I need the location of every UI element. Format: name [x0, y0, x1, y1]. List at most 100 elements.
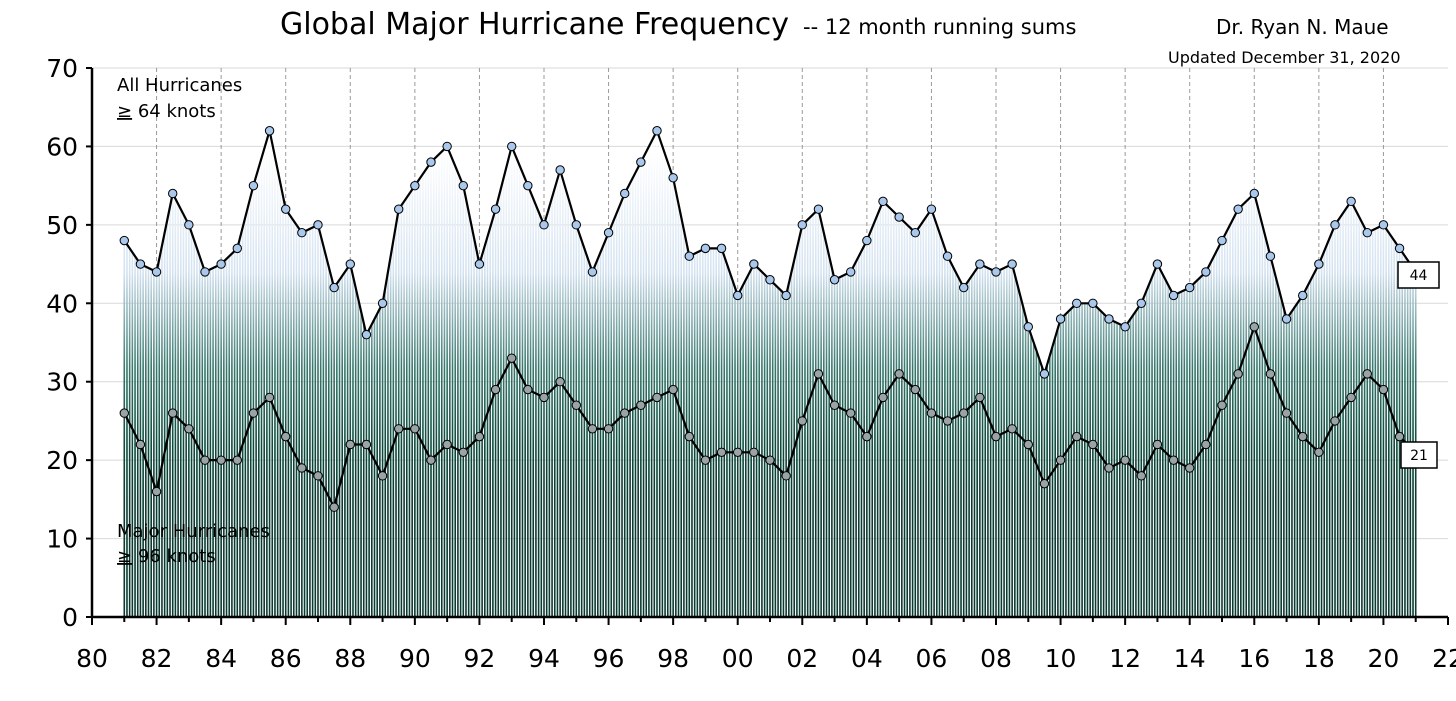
data-point-0	[829, 275, 840, 285]
data-point-0	[991, 267, 1001, 277]
chart-subtitle: -- 12 month running sums	[803, 15, 1076, 39]
x-tick-label: 12	[1109, 644, 1141, 673]
data-point-0	[1185, 282, 1195, 293]
data-point-0	[1120, 322, 1130, 332]
data-point-0	[1233, 204, 1243, 214]
data-point-0	[1136, 298, 1146, 308]
data-point-1	[297, 463, 307, 473]
data-point-1	[829, 400, 840, 410]
data-point-0	[474, 259, 485, 269]
data-point-1	[878, 392, 888, 403]
end-value-box-major: 21	[1400, 441, 1438, 469]
data-point-0	[264, 126, 275, 136]
data-point-0	[910, 228, 920, 238]
series-name-major-hurricanes: Major Hurricanes	[117, 521, 270, 542]
data-point-0	[119, 235, 129, 246]
data-point-1	[329, 502, 339, 512]
data-point-1	[862, 431, 872, 442]
data-point-0	[1168, 290, 1179, 301]
data-point-1	[1298, 431, 1308, 442]
threshold-value-major: 96 knots	[132, 546, 216, 567]
data-point-1	[248, 408, 259, 418]
data-point-1	[765, 455, 775, 465]
x-tick-label: 18	[1303, 644, 1335, 673]
data-point-0	[716, 243, 727, 254]
data-point-0	[442, 141, 452, 152]
data-point-1	[991, 431, 1001, 442]
data-point-1	[1168, 455, 1179, 465]
x-tick-label: 82	[141, 644, 173, 673]
data-point-0	[846, 267, 856, 277]
y-tick-label: 20	[46, 446, 78, 475]
data-point-0	[1265, 251, 1276, 261]
chart-title: Global Major Hurricane Frequency	[280, 7, 789, 42]
data-point-0	[507, 141, 517, 152]
data-point-1	[1265, 369, 1276, 379]
data-point-1	[652, 392, 662, 403]
data-point-1	[1233, 369, 1243, 379]
data-point-0	[426, 157, 436, 167]
data-point-0	[377, 298, 388, 308]
data-point-0	[749, 259, 759, 269]
x-tick-label: 14	[1174, 644, 1206, 673]
x-tick-label: 16	[1238, 644, 1270, 673]
data-point-1	[1217, 400, 1227, 410]
data-point-1	[200, 455, 210, 465]
data-point-0	[1249, 188, 1259, 199]
data-point-0	[1072, 298, 1082, 308]
data-point-0	[1201, 267, 1211, 277]
data-point-1	[523, 384, 533, 395]
data-point-1	[636, 400, 646, 410]
data-point-0	[1104, 314, 1114, 324]
series-name-all-hurricanes: All Hurricanes	[117, 75, 242, 96]
data-point-0	[1314, 259, 1324, 269]
data-point-1	[846, 408, 856, 418]
data-point-0	[1378, 220, 1389, 230]
x-tick-label: 06	[916, 644, 948, 673]
data-point-0	[232, 243, 242, 254]
data-point-0	[620, 188, 630, 199]
data-point-0	[1346, 196, 1356, 207]
data-point-1	[232, 455, 242, 465]
data-point-1	[942, 416, 953, 426]
data-point-0	[587, 267, 598, 277]
y-tick-label: 60	[46, 132, 78, 161]
data-point-1	[264, 392, 275, 403]
data-point-1	[281, 431, 291, 442]
y-tick-label: 0	[62, 603, 78, 632]
x-tick-label: 88	[334, 644, 366, 673]
data-point-1	[1039, 478, 1050, 489]
data-point-1	[458, 447, 468, 457]
data-point-1	[716, 447, 727, 457]
data-point-1	[1007, 424, 1017, 434]
data-point-1	[975, 392, 985, 403]
x-tick-label: 80	[76, 644, 108, 673]
data-point-1	[442, 439, 452, 450]
x-tick-label: 10	[1045, 644, 1077, 673]
data-point-0	[894, 212, 904, 222]
x-tick-label: 92	[464, 644, 496, 673]
data-point-0	[281, 204, 291, 214]
data-point-0	[523, 180, 533, 191]
data-point-1	[135, 439, 146, 450]
data-point-1	[1362, 369, 1372, 379]
y-tick-label: 50	[46, 211, 78, 240]
x-tick-label: 90	[399, 644, 431, 673]
x-tick-label: 22	[1432, 644, 1456, 673]
threshold-all-hurricanes: ≥ 64 knots	[117, 101, 216, 122]
data-point-1	[1072, 431, 1082, 442]
data-point-0	[1152, 259, 1163, 269]
data-point-1	[313, 471, 323, 481]
data-point-0	[345, 259, 355, 269]
data-point-1	[571, 400, 581, 410]
data-point-0	[200, 267, 210, 277]
data-point-0	[361, 329, 372, 340]
data-point-0	[1362, 228, 1372, 238]
data-point-0	[926, 204, 937, 214]
chart-author: Dr. Ryan N. Maue	[1216, 15, 1389, 39]
data-point-0	[1023, 322, 1033, 332]
legend-major-hurricanes: Major Hurricanes ≥ 96 knots	[117, 521, 270, 567]
threshold-major-hurricanes: ≥ 96 knots	[117, 546, 216, 567]
x-tick-label: 00	[722, 644, 754, 673]
